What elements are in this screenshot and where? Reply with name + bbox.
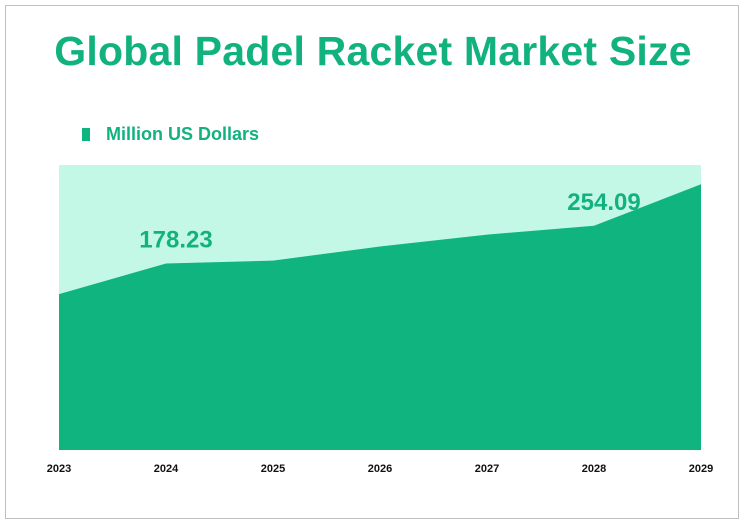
x-tick-label-2023: 2023 xyxy=(47,463,71,475)
legend-label: Million US Dollars xyxy=(106,123,260,144)
x-tick-label-2026: 2026 xyxy=(368,463,392,475)
chart-title: Global Padel Racket Market Size xyxy=(54,28,692,74)
x-tick-label-2025: 2025 xyxy=(261,463,285,475)
data-label-2024: 178.23 xyxy=(139,227,212,254)
legend: Million US Dollars xyxy=(82,124,259,144)
x-tick-label-2024: 2024 xyxy=(154,463,179,475)
data-label-2028: 254.09 xyxy=(567,189,640,216)
series-area xyxy=(59,184,701,450)
legend-swatch xyxy=(82,127,90,141)
x-tick-label-2029: 2029 xyxy=(689,463,713,475)
x-tick-label-2028: 2028 xyxy=(582,463,606,475)
x-tick-label-2027: 2027 xyxy=(475,463,499,475)
